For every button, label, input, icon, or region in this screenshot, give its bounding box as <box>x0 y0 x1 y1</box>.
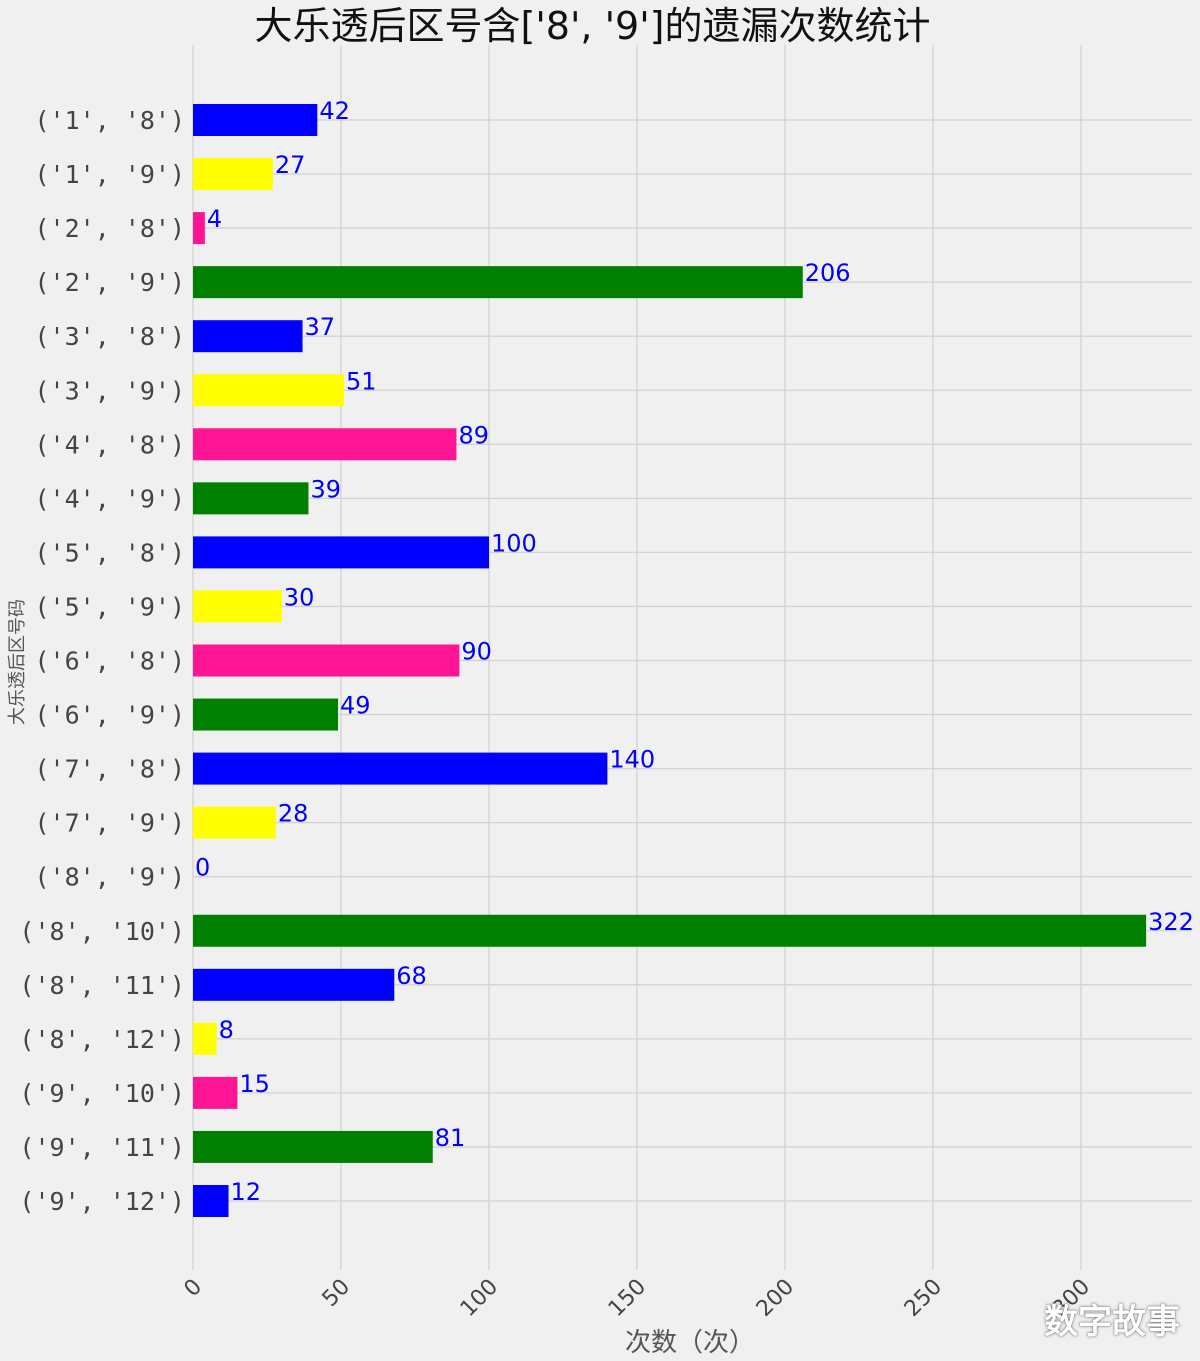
bar <box>193 428 457 461</box>
y-tick-label: ('5', '8') <box>34 538 185 567</box>
bar <box>193 644 460 677</box>
y-tick-labels: ('1', '8') ('1', '9') ('2', '8') ('2', '9')… <box>19 106 185 1216</box>
bar <box>193 266 803 299</box>
y-tick-label: ('2', '8') <box>34 214 185 243</box>
y-axis-label: 大乐透后区号码 <box>7 599 28 725</box>
data-label: 140 <box>609 746 655 774</box>
data-label: 37 <box>305 313 336 341</box>
bar <box>193 536 489 569</box>
x-tick-label: 50 <box>318 1274 355 1311</box>
bar <box>193 104 318 136</box>
x-axis-label: 次数（次） <box>624 1328 756 1358</box>
data-label: 51 <box>346 367 377 395</box>
data-label: 15 <box>239 1070 270 1098</box>
y-tick-label: ('4', '9') <box>34 484 185 513</box>
y-tick-label: ('9', '10') <box>19 1079 185 1108</box>
x-tick-label: 150 <box>604 1274 651 1321</box>
data-label: 90 <box>461 638 492 666</box>
bar <box>193 914 1147 947</box>
data-label: 8 <box>219 1016 234 1044</box>
chart-title: 大乐透后区号含['8', '9']的遗漏次数统计 <box>254 4 931 48</box>
watermark: 数字故事 <box>1044 1302 1180 1342</box>
data-label: 68 <box>396 962 427 990</box>
y-tick-label: ('8', '9') <box>34 863 185 892</box>
data-label: 12 <box>231 1178 262 1206</box>
y-tick-label: ('8', '11') <box>19 971 185 1000</box>
y-tick-label: ('9', '11') <box>19 1133 185 1162</box>
y-tick-label: ('6', '9') <box>34 701 185 730</box>
x-tick-labels: 0 50 100 150 200 250 300 <box>180 1274 1096 1321</box>
data-label: 0 <box>195 854 210 882</box>
x-tick-label: 0 <box>180 1274 208 1302</box>
y-tick-label: ('6', '8') <box>34 647 185 676</box>
y-tick-label: ('5', '9') <box>34 592 185 621</box>
bar <box>193 806 276 839</box>
data-label: 28 <box>278 800 309 828</box>
data-label: 27 <box>275 151 306 179</box>
data-labels: 42 27 4 206 37 51 89 39 100 30 90 49 140 28 0 322 68 815 8… <box>195 97 1194 1206</box>
y-tick-label: ('3', '9') <box>34 376 185 405</box>
bar <box>193 320 303 353</box>
x-tick-label: 250 <box>900 1274 947 1321</box>
y-tick-label: ('4', '8') <box>34 430 185 459</box>
bar <box>193 212 205 245</box>
bar <box>193 590 282 623</box>
x-tick-label: 200 <box>752 1274 799 1321</box>
data-label: 49 <box>340 692 371 720</box>
bar <box>193 158 273 191</box>
y-tick-label: ('7', '9') <box>34 809 185 838</box>
data-label: 39 <box>310 475 341 503</box>
y-tick-label: ('3', '8') <box>34 322 185 351</box>
y-tick-label: ('9', '12') <box>19 1187 185 1216</box>
y-tick-label: ('8', '10') <box>19 917 185 946</box>
bar <box>193 752 608 785</box>
data-label: 30 <box>284 583 315 611</box>
bar <box>193 1130 433 1163</box>
bar <box>193 1022 217 1055</box>
data-label: 89 <box>458 421 489 449</box>
y-tick-label: ('1', '8') <box>34 106 185 135</box>
y-tick-label: ('8', '12') <box>19 1025 185 1054</box>
x-tick-label: 100 <box>456 1274 503 1321</box>
data-label: 81 <box>435 1124 466 1152</box>
data-label: 100 <box>491 529 537 557</box>
y-tick-label: ('1', '9') <box>34 160 185 189</box>
bar <box>193 482 309 515</box>
bars <box>193 104 1147 1217</box>
y-tick-label: ('7', '8') <box>34 755 185 784</box>
y-tick-label: ('2', '9') <box>34 268 185 297</box>
bar <box>193 968 395 1001</box>
data-label: 42 <box>319 97 350 125</box>
bar <box>193 1076 238 1109</box>
bar <box>193 1185 229 1217</box>
data-label: 322 <box>1148 908 1194 936</box>
data-label: 206 <box>805 259 851 287</box>
bar <box>193 698 339 731</box>
data-label: 4 <box>207 205 222 233</box>
bar <box>193 374 344 407</box>
